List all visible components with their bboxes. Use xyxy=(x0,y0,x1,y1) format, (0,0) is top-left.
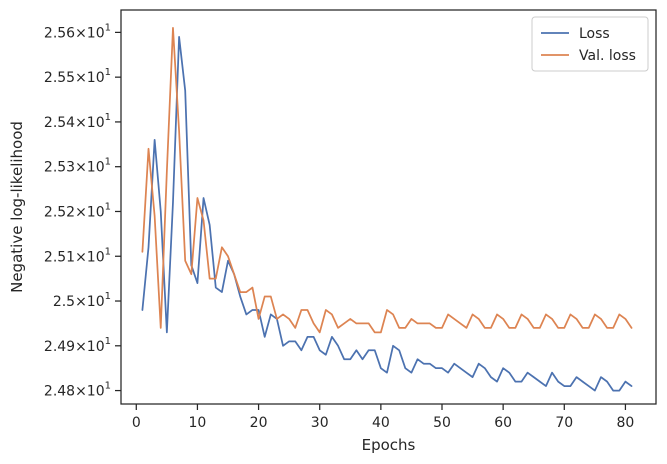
y-tick-label: 2.5×101 xyxy=(53,291,111,310)
x-tick-label: 30 xyxy=(311,415,329,431)
x-tick-label: 60 xyxy=(494,415,512,431)
y-tick-label: 2.54×101 xyxy=(44,112,111,131)
legend-label-1: Loss xyxy=(579,26,610,42)
y-axis-label: Negative log-likelihood xyxy=(8,121,26,293)
x-axis-label: Epochs xyxy=(362,436,416,454)
series-layer xyxy=(141,27,633,392)
legend: Loss Val. loss xyxy=(531,16,649,72)
x-tick-label: 80 xyxy=(617,415,635,431)
y-tick-label: 2.48×101 xyxy=(44,381,111,400)
y-tick-label: 2.52×101 xyxy=(44,201,111,220)
x-tick-label: 50 xyxy=(433,415,451,431)
legend-label-2: Val. loss xyxy=(579,48,636,64)
plot-frame xyxy=(120,9,657,405)
y-tick-label: 2.49×101 xyxy=(44,336,111,355)
y-axis-ticks: 2.48×101 2.49×101 2.5×101 2.51×101 2.52×101 2… xyxy=(44,22,121,400)
y-tick-label: 2.53×101 xyxy=(44,157,111,176)
x-tick-label: 10 xyxy=(189,415,207,431)
series-line-1 xyxy=(141,35,633,392)
x-tick-label: 20 xyxy=(250,415,268,431)
legend-box xyxy=(531,16,649,72)
x-tick-label: 0 xyxy=(132,415,141,431)
y-tick-label: 2.56×101 xyxy=(44,22,111,41)
x-axis-ticks: 0 10 20 30 40 50 60 70 80 xyxy=(132,404,635,431)
x-tick-label: 40 xyxy=(372,415,390,431)
x-tick-label: 70 xyxy=(555,415,573,431)
series-line-2 xyxy=(141,27,633,334)
y-tick-label: 2.55×101 xyxy=(44,67,111,86)
y-tick-label: 2.51×101 xyxy=(44,246,111,265)
